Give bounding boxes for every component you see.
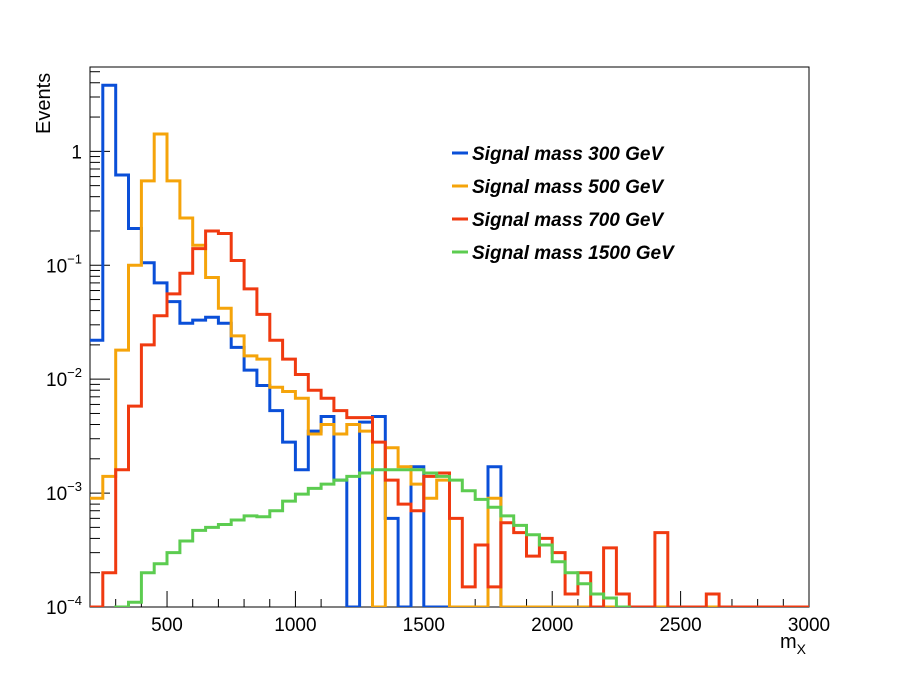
x-tick-label: 1000 [274,615,316,636]
x-tick-label: 2000 [531,615,573,636]
legend-label: Signal mass 500 GeV [472,177,664,198]
legend-label: Signal mass 300 GeV [472,144,664,165]
series-group [90,83,809,607]
series-line-1 [90,83,809,607]
y-tick-label: 10−3 [46,479,82,505]
x-tick-label: 500 [151,615,183,636]
legend-label: Signal mass 1500 GeV [472,243,675,264]
y-tick-label: 10−4 [46,593,82,619]
x-axis-tick-labels: 500 1000 1500 2000 2500 3000 [151,615,830,636]
x-axis-title-main: m [780,631,797,653]
x-axis-title: mX [780,631,807,657]
series-line-2 [90,132,809,607]
legend: Signal mass 300 GeV Signal mass 500 GeV Si… [452,144,675,264]
x-tick-label: 3000 [788,615,830,636]
x-tick-label: 2500 [659,615,701,636]
y-tick-label: 10−2 [46,365,82,391]
legend-label: Signal mass 700 GeV [472,210,664,231]
x-axis-title-subscript: X [797,641,807,657]
y-axis-title: Events [33,73,55,134]
y-tick-label: 10−1 [46,251,82,277]
series-line-4 [114,468,631,607]
x-tick-label: 1500 [403,615,445,636]
series-line-3 [90,229,809,607]
y-axis-ticks [90,71,110,608]
y-axis-tick-labels: 1 10−1 10−2 10−3 10−4 [46,142,82,619]
y-tick-label: 1 [71,142,82,163]
